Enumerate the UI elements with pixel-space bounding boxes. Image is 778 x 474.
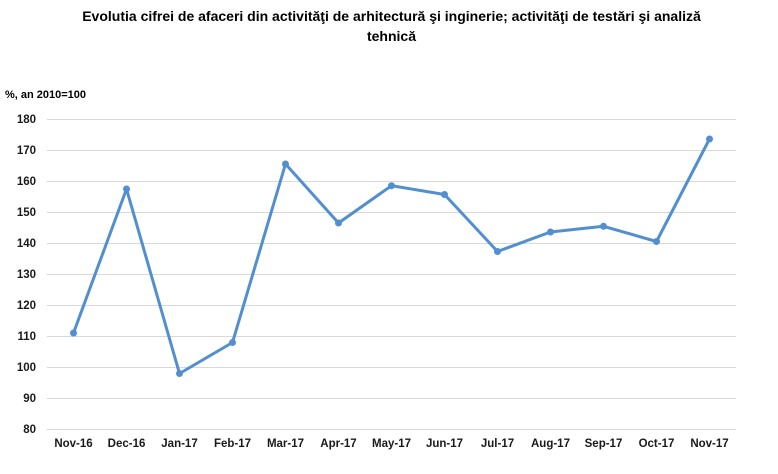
svg-text:130: 130: [17, 269, 36, 281]
svg-text:May-17: May-17: [372, 438, 411, 450]
svg-text:Jan-17: Jan-17: [161, 438, 197, 450]
svg-text:90: 90: [23, 393, 36, 405]
svg-text:Nov-17: Nov-17: [690, 438, 728, 450]
svg-text:150: 150: [17, 207, 36, 219]
svg-text:110: 110: [17, 331, 36, 343]
svg-text:%, an 2010=100: %, an 2010=100: [5, 89, 86, 101]
svg-text:Apr-17: Apr-17: [320, 438, 356, 450]
svg-text:160: 160: [17, 176, 36, 188]
svg-text:120: 120: [17, 300, 36, 312]
svg-text:80: 80: [23, 424, 36, 436]
svg-text:Aug-17: Aug-17: [531, 438, 570, 450]
svg-text:Jul-17: Jul-17: [481, 438, 514, 450]
svg-text:Sep-17: Sep-17: [585, 438, 623, 450]
svg-text:Mar-17: Mar-17: [267, 438, 304, 450]
svg-text:Nov-16: Nov-16: [54, 438, 92, 450]
svg-text:100: 100: [17, 362, 36, 374]
svg-text:Feb-17: Feb-17: [214, 438, 251, 450]
svg-text:170: 170: [17, 145, 36, 157]
svg-text:Dec-16: Dec-16: [108, 438, 146, 450]
svg-text:180: 180: [17, 114, 36, 126]
svg-text:140: 140: [17, 238, 36, 250]
svg-text:Oct-17: Oct-17: [639, 438, 675, 450]
svg-text:Jun-17: Jun-17: [426, 438, 463, 450]
